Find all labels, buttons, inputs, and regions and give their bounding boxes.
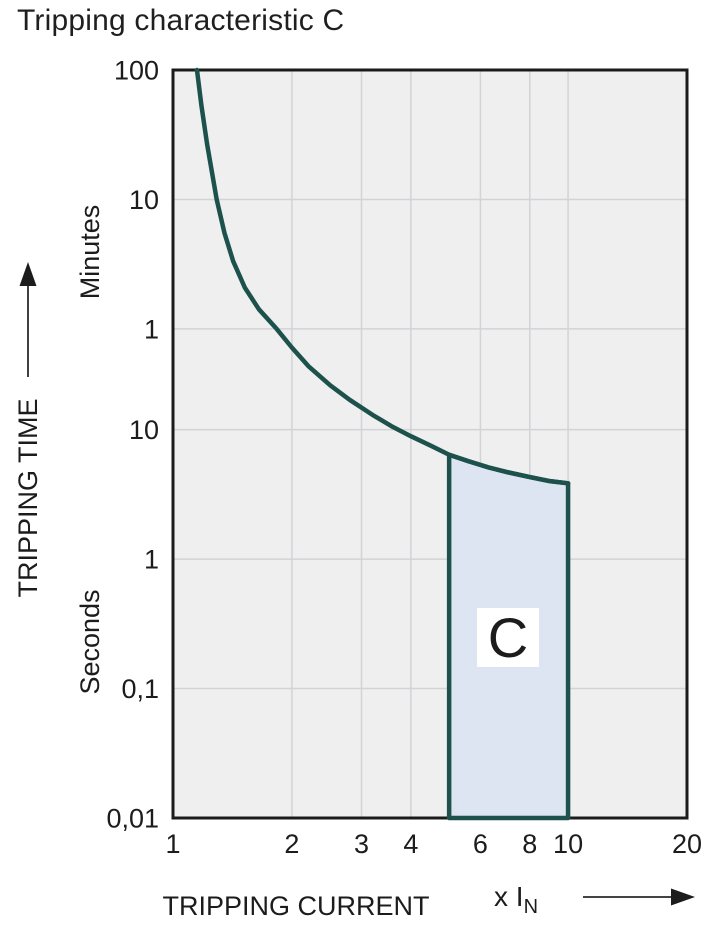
x-tick-label: 2 bbox=[284, 829, 299, 859]
plot-frame bbox=[171, 68, 689, 820]
y-tick-label: 0,1 bbox=[121, 674, 159, 704]
x-axis-unit-subscript: N bbox=[524, 896, 538, 918]
region-label: C bbox=[488, 606, 528, 669]
y-axis-arrow-up-icon bbox=[19, 262, 37, 286]
x-tick-label: 6 bbox=[473, 829, 488, 859]
y-tick-label: 0,01 bbox=[106, 804, 159, 834]
region-label-card bbox=[477, 608, 539, 667]
y-tick-label: 10 bbox=[129, 185, 159, 215]
y-unit-minutes-label: Minutes bbox=[75, 205, 105, 300]
x-axis-unit-multiplier: x I bbox=[494, 881, 524, 912]
x-tick-label: 3 bbox=[354, 829, 369, 859]
y-tick-label: 1 bbox=[144, 314, 159, 344]
y-axis-title: TRIPPING TIME bbox=[13, 398, 43, 597]
y-tick-label: 10 bbox=[129, 415, 159, 445]
curve-layer bbox=[194, 67, 571, 486]
x-tick-label: 1 bbox=[165, 829, 180, 859]
x-tick-label: 4 bbox=[403, 829, 418, 859]
y-tick-label: 100 bbox=[114, 56, 159, 86]
x-tick-label: 20 bbox=[672, 829, 702, 859]
y-tick-label: 1 bbox=[144, 545, 159, 575]
y-tick-layer: 100 10 1 10 1 0,1 0,01 bbox=[106, 56, 159, 834]
x-tick-layer: 1 2 3 4 6 8 10 20 bbox=[165, 829, 702, 859]
chart-title: Tripping characteristic C bbox=[17, 4, 345, 37]
tripping-curve bbox=[194, 67, 571, 486]
x-tick-label: 8 bbox=[522, 829, 537, 859]
x-tick-label: 10 bbox=[553, 829, 583, 859]
x-axis-unit: x IN bbox=[494, 881, 538, 918]
x-axis-title: TRIPPING CURRENT bbox=[162, 891, 429, 921]
y-unit-seconds-label: Seconds bbox=[75, 589, 105, 694]
x-axis-arrow-right-icon bbox=[671, 888, 695, 906]
